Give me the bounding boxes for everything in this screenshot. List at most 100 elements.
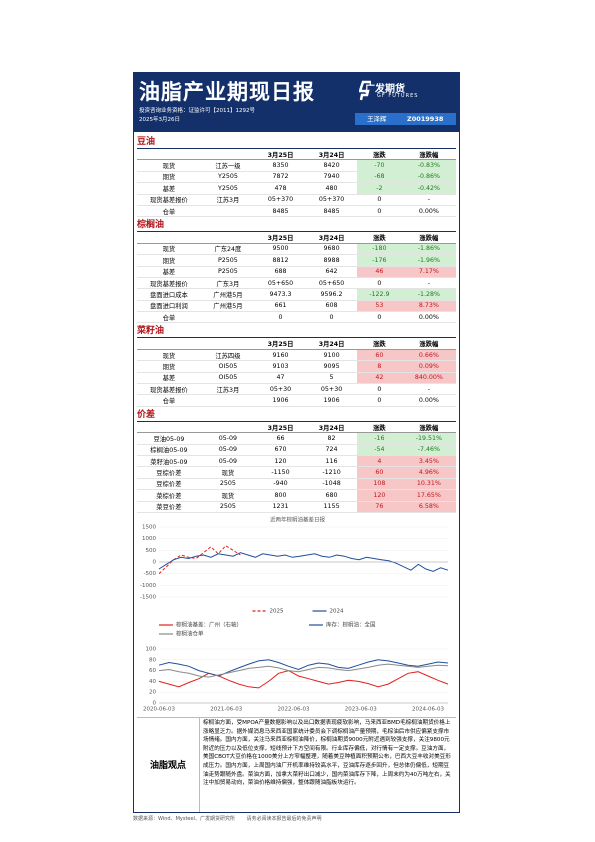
cell: 9500	[255, 243, 307, 256]
cell: 现货	[137, 243, 201, 256]
cell: 江苏四级	[200, 349, 256, 362]
data-table: 3月25日 3月24日 涨跌 涨跌幅 豆油05-09 05-09 66 82 -16 -19.51…	[137, 421, 456, 513]
line	[158, 544, 241, 575]
cell: 广东3月	[200, 277, 256, 290]
blank	[200, 338, 256, 350]
data-row: 仓单 1906 1906 0 0.00%	[137, 394, 456, 407]
cell: 46	[357, 266, 402, 278]
data-row: 豆棕价差 2505 -940 -1048 108 10.31%	[137, 478, 456, 491]
cell: 05-09	[200, 455, 256, 468]
analyst: 王泽辉	[367, 115, 387, 123]
cell: 05+30	[306, 383, 358, 396]
cell: 菜豆价差	[137, 501, 201, 513]
cell: 9160	[255, 349, 307, 362]
y-tick-label: 100	[146, 646, 157, 652]
cell: 480	[306, 182, 358, 195]
column-header: 涨跌	[357, 338, 402, 350]
blank	[200, 149, 256, 161]
cell: P2505	[200, 254, 256, 267]
column-header: 3月24日	[306, 232, 358, 244]
blank	[137, 149, 201, 161]
cell: 9100	[306, 349, 358, 362]
chart: 近两年棕榈油基差日报 1500 1000 500 0 -500 -1000 -1500 2025…	[140, 515, 449, 614]
blank	[137, 338, 201, 350]
y-tick-label: -1500	[140, 594, 156, 600]
cell: 05-09	[200, 444, 256, 457]
cell: 0.00%	[401, 205, 456, 218]
blank	[137, 232, 201, 244]
x-tick-label: 2021-06-03	[210, 706, 242, 712]
logo-en: GF FUTURES	[377, 93, 419, 99]
cell	[200, 205, 256, 218]
column-header: 3月24日	[306, 421, 358, 434]
cell: Y2505	[200, 171, 256, 184]
cell: 0.00%	[401, 311, 456, 324]
cell: 8.73%	[401, 300, 456, 313]
cell: 菜棕价差	[137, 489, 201, 502]
cell: -1048	[306, 478, 358, 491]
x-tick-label: 2023-06-03	[345, 706, 377, 712]
cell: -1.86%	[401, 243, 456, 256]
cell: 豆棕价差	[137, 466, 201, 479]
cell: 0	[357, 277, 402, 290]
data-table: 3月25日 3月24日 涨跌 涨跌幅 现货 江苏一级 8350 8420 -70 -0.83% 期货…	[137, 149, 456, 218]
cell: 05+370	[255, 194, 307, 206]
header-row: 3月25日 3月24日 涨跌 涨跌幅	[137, 421, 456, 434]
y-tick-label: 1500	[142, 524, 156, 530]
cell: 05+370	[306, 194, 358, 206]
data-row: 仓单 0 0 0 0.00%	[137, 311, 456, 324]
legend-label: 库存：棕榈油：全国	[326, 620, 376, 628]
data-table: 3月25日 3月24日 涨跌 涨跌幅 现货 江苏四级 9160 9100 60 0.66% 期货 OI…	[137, 338, 456, 407]
cell: 期货	[137, 171, 201, 184]
cell: 期货	[137, 254, 201, 267]
cell: 9596.2	[306, 288, 358, 301]
x-tick-label: 2022-06-03	[278, 706, 310, 712]
column-header: 3月25日	[255, 232, 307, 244]
cell: 广东24度	[200, 243, 256, 256]
cell: 基差	[137, 266, 201, 278]
cell: 9103	[255, 360, 307, 373]
blank	[137, 421, 201, 434]
cell: 5	[306, 372, 358, 385]
cell: 7872	[255, 171, 307, 184]
cell: 05+650	[255, 277, 307, 290]
header-row: 3月25日 3月24日 涨跌 涨跌幅	[137, 149, 456, 161]
cell: 724	[306, 444, 358, 457]
cell: -0.86%	[401, 171, 456, 184]
cell: 7.17%	[401, 266, 456, 278]
cell: -122.9	[357, 288, 402, 301]
cell: 53	[357, 300, 402, 313]
cell: 60	[357, 466, 402, 479]
y-tick-label: 80	[149, 657, 156, 663]
cell: -	[401, 277, 456, 290]
data-row: 菜豆价差 2505 1231 1155 76 6.58%	[137, 501, 456, 513]
column-header: 涨跌	[357, 421, 402, 434]
cell: 120	[255, 455, 307, 468]
legend-label: 棕榈油仓单	[176, 629, 204, 637]
column-header: 涨跌幅	[401, 232, 456, 244]
cell: 江苏3月	[200, 383, 256, 396]
cell: 盘面进口利润	[137, 300, 201, 313]
data-row: 基差 OI505 47 5 42 840.00%	[137, 372, 456, 385]
section-title: 豆油	[137, 136, 456, 149]
tables: 豆油 3月25日 3月24日 涨跌 涨跌幅 现货 江苏一级 8350 8420 -70 -0.83%…	[137, 136, 456, 513]
analyst-box: 王泽辉 Z0019938	[355, 113, 456, 125]
cell: -1.28%	[401, 288, 456, 301]
data-row: 期货 OI505 9103 9095 8 0.09%	[137, 360, 456, 373]
cell: 4.96%	[401, 466, 456, 479]
cell: 8350	[255, 159, 307, 172]
cell: 7940	[306, 171, 358, 184]
data-row: 现货 江苏一级 8350 8420 -70 -0.83%	[137, 159, 456, 172]
cell: 66	[255, 432, 307, 445]
analyst-id: Z0019938	[407, 115, 444, 123]
x-tick-label: 2024-06-03	[412, 706, 444, 712]
cell: 8812	[255, 254, 307, 267]
column-header: 涨跌幅	[401, 338, 456, 350]
cell: 0	[357, 205, 402, 218]
cell: 116	[306, 455, 358, 468]
logo-mark	[359, 80, 371, 101]
cell: -2	[357, 182, 402, 195]
cell: 0	[357, 394, 402, 407]
